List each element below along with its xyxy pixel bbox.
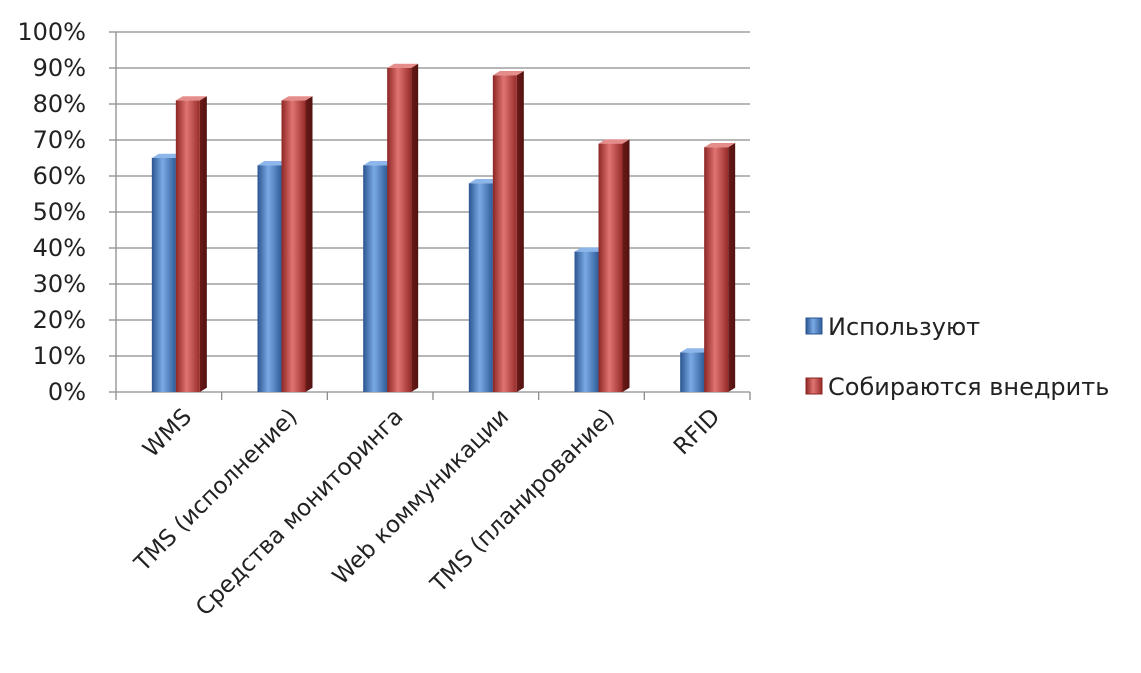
bar-top bbox=[151, 153, 183, 158]
bar-front bbox=[468, 183, 493, 392]
bar-planning-3 bbox=[492, 71, 524, 392]
category-label: Средства мониторинга bbox=[191, 404, 408, 621]
category-label: Web коммуникации bbox=[328, 404, 514, 590]
legend-item-using: Используют bbox=[805, 313, 980, 341]
bar-side bbox=[305, 96, 313, 392]
bar-front bbox=[281, 100, 306, 393]
bar-planning-2 bbox=[387, 63, 419, 393]
legend-swatch bbox=[805, 377, 823, 395]
bar-front bbox=[492, 75, 517, 392]
bar-front bbox=[257, 165, 282, 392]
y-tick-label: 0% bbox=[48, 378, 86, 406]
bar-front bbox=[151, 158, 176, 392]
bar-top bbox=[468, 179, 500, 184]
y-tick-label: 90% bbox=[33, 54, 86, 82]
grid-lines bbox=[116, 31, 750, 357]
bar-top bbox=[363, 161, 395, 166]
bar-top bbox=[387, 63, 419, 68]
bar-side bbox=[199, 96, 207, 392]
axes bbox=[109, 31, 751, 400]
y-tick-label: 100% bbox=[17, 18, 86, 46]
bar-planning-4 bbox=[598, 139, 630, 392]
bar-front bbox=[363, 165, 388, 392]
bar-top bbox=[574, 247, 606, 252]
bar-top bbox=[257, 161, 289, 166]
category-label: WMS bbox=[138, 404, 197, 463]
bars bbox=[151, 63, 736, 393]
y-tick-label: 20% bbox=[33, 306, 86, 334]
bar-front bbox=[387, 68, 412, 392]
category-label: RFID bbox=[669, 404, 725, 460]
y-tick-labels: 0% 10% 20% 30% 40% 50% 60% 70% 80% 90% 100% bbox=[17, 18, 86, 406]
bar-top bbox=[281, 96, 313, 101]
bar-top bbox=[175, 96, 207, 101]
bar-top bbox=[704, 143, 736, 148]
bar-side bbox=[516, 71, 524, 392]
bar-planning-1 bbox=[281, 96, 313, 393]
legend-swatch bbox=[805, 317, 823, 335]
y-tick-label: 60% bbox=[33, 162, 86, 190]
bar-top bbox=[680, 348, 712, 353]
y-tick-label: 10% bbox=[33, 342, 86, 370]
bar-planning-0 bbox=[175, 96, 207, 393]
bar-front bbox=[175, 100, 200, 393]
y-tick-label: 40% bbox=[33, 234, 86, 262]
bar-side bbox=[728, 143, 736, 392]
legend-label: Используют bbox=[828, 313, 980, 341]
bar-front bbox=[574, 251, 599, 392]
bar-top bbox=[598, 139, 630, 144]
bar-planning-5 bbox=[704, 143, 736, 392]
y-tick-label: 80% bbox=[33, 90, 86, 118]
category-label: TMS (планирование) bbox=[425, 404, 619, 598]
bar-side bbox=[411, 63, 419, 393]
legend: Используют Собираются внедрить bbox=[805, 313, 1109, 401]
bar-side bbox=[622, 139, 630, 392]
y-tick-label: 50% bbox=[33, 198, 86, 226]
bar-front bbox=[680, 352, 705, 392]
legend-item-planning: Собираются внедрить bbox=[805, 373, 1109, 401]
bar-top bbox=[492, 71, 524, 76]
legend-label: Собираются внедрить bbox=[828, 373, 1109, 401]
y-tick-label: 30% bbox=[33, 270, 86, 298]
y-tick-label: 70% bbox=[33, 126, 86, 154]
bar-front bbox=[598, 143, 623, 392]
bar-front bbox=[704, 147, 729, 392]
